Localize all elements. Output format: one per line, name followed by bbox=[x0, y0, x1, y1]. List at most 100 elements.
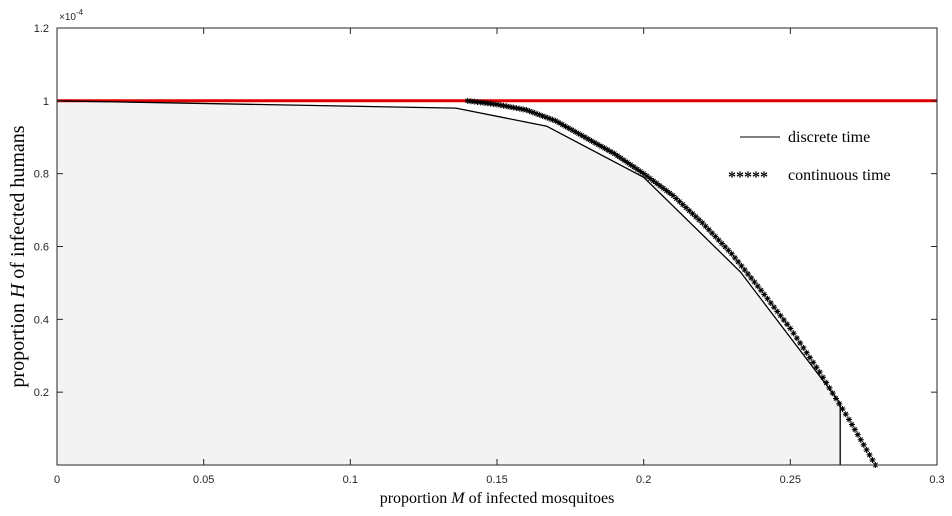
continuous-time-point bbox=[617, 155, 624, 162]
continuous-time-point bbox=[784, 321, 791, 328]
continuous-time-point bbox=[673, 195, 680, 202]
continuous-time-point bbox=[487, 100, 494, 107]
continuous-time-point bbox=[735, 258, 742, 265]
continuous-time-point bbox=[728, 250, 735, 257]
continuous-time-point bbox=[611, 150, 618, 157]
continuous-time-point bbox=[787, 325, 794, 332]
continuous-time-point bbox=[660, 185, 667, 192]
continuous-time-point bbox=[722, 243, 729, 250]
continuous-time-point bbox=[839, 405, 846, 412]
series-continuous-time bbox=[464, 97, 879, 468]
continuous-time-point bbox=[585, 136, 592, 143]
continuous-time-point bbox=[842, 411, 849, 418]
legend-label-discrete: discrete time bbox=[788, 129, 870, 146]
continuous-time-point bbox=[866, 451, 873, 458]
continuous-time-point bbox=[832, 395, 839, 402]
continuous-time-point bbox=[679, 201, 686, 208]
y-tick-label: 0.8 bbox=[34, 169, 49, 181]
continuous-time-point bbox=[555, 119, 562, 126]
continuous-time-point bbox=[647, 175, 654, 182]
continuous-time-point bbox=[559, 121, 566, 128]
x-tick-label: 0.3 bbox=[929, 474, 944, 486]
continuous-time-point bbox=[790, 330, 797, 337]
continuous-time-point bbox=[484, 100, 491, 107]
continuous-time-point bbox=[823, 379, 830, 386]
x-tick-label: 0.1 bbox=[343, 474, 358, 486]
continuous-time-point bbox=[751, 279, 758, 286]
continuous-time-point bbox=[793, 335, 800, 342]
continuous-time-point bbox=[670, 192, 676, 199]
x-tick-label: 0.05 bbox=[193, 474, 214, 486]
x-tick-label: 0 bbox=[54, 474, 60, 486]
continuous-time-point bbox=[500, 102, 507, 109]
y-tick-label: 1.2 bbox=[34, 23, 49, 35]
continuous-time-point bbox=[692, 213, 699, 220]
continuous-time-point bbox=[572, 128, 579, 135]
feasible-region-fill bbox=[57, 100, 841, 465]
y-exponent-label: ×10-4 bbox=[59, 8, 84, 23]
continuous-time-point bbox=[653, 180, 660, 187]
continuous-time-point bbox=[813, 364, 820, 371]
legend: discrete time ***** continuous time bbox=[728, 129, 891, 186]
x-axis-label: proportion M of infected mosquitoes bbox=[380, 490, 615, 507]
continuous-time-point bbox=[507, 103, 514, 110]
continuous-time-point bbox=[848, 421, 855, 428]
continuous-time-point bbox=[731, 254, 738, 261]
continuous-time-point bbox=[523, 106, 530, 113]
continuous-time-point bbox=[526, 108, 533, 115]
y-tick-label: 0.4 bbox=[34, 314, 49, 326]
continuous-time-point bbox=[627, 161, 634, 168]
continuous-time-point bbox=[761, 291, 768, 298]
continuous-time-point bbox=[539, 113, 546, 120]
continuous-time-point bbox=[588, 137, 595, 144]
continuous-time-point bbox=[676, 198, 683, 205]
continuous-time-point bbox=[562, 123, 569, 130]
continuous-time-point bbox=[471, 98, 478, 105]
continuous-time-point bbox=[640, 170, 647, 177]
continuous-time-point bbox=[621, 157, 628, 164]
continuous-time-point bbox=[725, 247, 732, 254]
continuous-time-point bbox=[630, 163, 637, 170]
continuous-time-point bbox=[702, 223, 709, 230]
continuous-time-point bbox=[869, 456, 876, 463]
continuous-time-point bbox=[624, 159, 631, 166]
continuous-time-point bbox=[520, 106, 527, 113]
continuous-time-point bbox=[497, 102, 504, 109]
continuous-time-point bbox=[851, 426, 858, 433]
continuous-time-point bbox=[836, 400, 843, 407]
continuous-time-point bbox=[715, 237, 722, 244]
continuous-time-point bbox=[467, 98, 474, 105]
continuous-time-point bbox=[650, 177, 657, 184]
x-tick-label: 0.2 bbox=[636, 474, 651, 486]
continuous-time-point bbox=[474, 99, 481, 106]
continuous-time-point bbox=[510, 104, 517, 111]
continuous-time-point bbox=[780, 316, 787, 323]
continuous-time-point bbox=[829, 390, 836, 397]
continuous-time-point bbox=[643, 173, 650, 180]
continuous-time-point bbox=[546, 115, 553, 122]
continuous-time-point bbox=[738, 262, 745, 269]
continuous-time-point bbox=[857, 436, 864, 443]
continuous-time-point bbox=[634, 166, 641, 173]
continuous-time-point bbox=[718, 240, 725, 247]
continuous-time-point bbox=[582, 134, 588, 141]
continuous-time-point bbox=[810, 359, 817, 366]
continuous-time-point bbox=[777, 312, 784, 319]
continuous-time-point bbox=[533, 110, 540, 117]
y-axis-label: proportion H of infected humans bbox=[7, 125, 29, 387]
continuous-time-point bbox=[663, 187, 670, 194]
continuous-time-point bbox=[744, 271, 751, 278]
continuous-time-point bbox=[797, 340, 804, 347]
continuous-time-point bbox=[601, 145, 608, 152]
continuous-time-point bbox=[696, 216, 703, 223]
continuous-time-point bbox=[686, 207, 693, 214]
continuous-time-point bbox=[846, 416, 852, 423]
continuous-time-point bbox=[741, 266, 748, 273]
continuous-time-point bbox=[854, 431, 861, 438]
continuous-time-point bbox=[608, 148, 615, 155]
continuous-time-point bbox=[860, 441, 867, 448]
continuous-time-point bbox=[754, 283, 761, 290]
continuous-time-point bbox=[758, 287, 764, 294]
continuous-time-point bbox=[699, 219, 706, 226]
